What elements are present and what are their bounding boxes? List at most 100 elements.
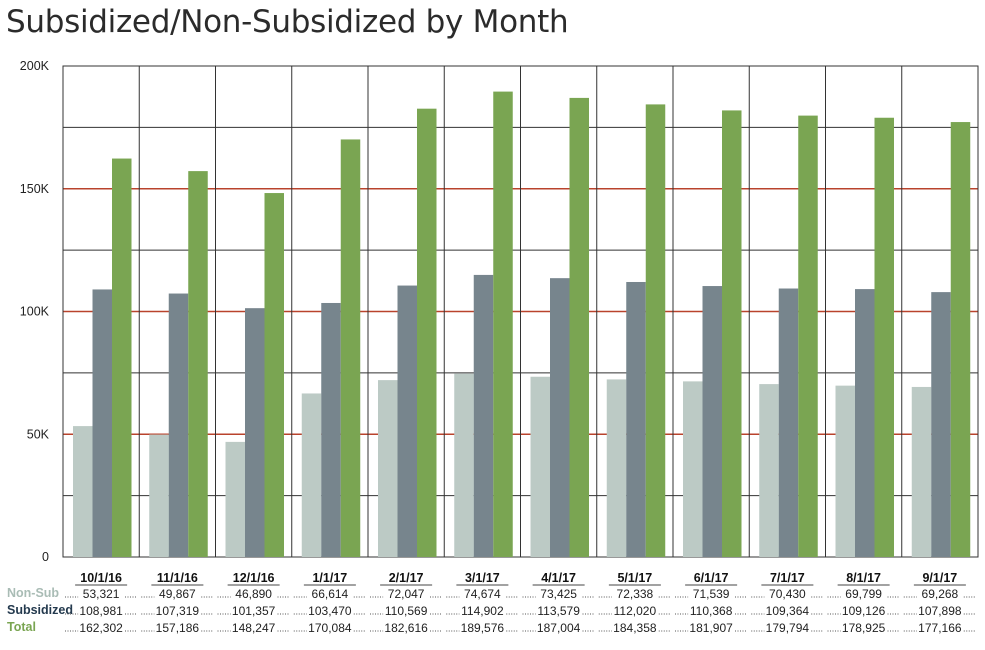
table-cell-value: 108,981 xyxy=(79,604,123,618)
table-cell-value: 109,364 xyxy=(766,604,810,618)
table-cell-bg xyxy=(688,620,735,634)
bar-nonsub xyxy=(378,380,398,557)
x-tick-label: 9/1/17 xyxy=(922,571,957,585)
table-cell-bg xyxy=(306,586,353,600)
bar-total xyxy=(188,171,208,557)
table-row-label-subsidized: Subsidized xyxy=(7,603,73,617)
x-tick-label: 5/1/17 xyxy=(617,571,652,585)
bar-nonsub xyxy=(683,381,703,557)
x-tick-label: 2/1/17 xyxy=(389,571,424,585)
table-cell-bg xyxy=(459,586,506,600)
bar-total xyxy=(340,139,361,557)
plot-border xyxy=(62,65,979,558)
x-tick-label: 10/1/16 xyxy=(80,571,122,585)
table-cell-value: 170,084 xyxy=(308,621,352,635)
table-row-label-total: Total xyxy=(7,620,36,634)
table-cell-bg xyxy=(840,586,887,600)
table-row-label-nonsub: Non-Sub xyxy=(7,586,59,600)
table-cell-bg xyxy=(306,603,353,617)
table-cell-bg xyxy=(230,603,277,617)
table-cell-value: 148,247 xyxy=(232,621,276,635)
chart-title: Subsidized/Non-Subsidized by Month xyxy=(6,4,569,40)
bar-subsidized xyxy=(397,285,417,557)
table-cell-bg xyxy=(611,586,658,600)
table-cell-bg xyxy=(383,586,430,600)
table-cell-value: 189,576 xyxy=(461,621,505,635)
table-cell-value: 69,268 xyxy=(922,587,959,601)
bar-total xyxy=(112,158,132,557)
table-cell-bg xyxy=(459,603,506,617)
table-cell-bg xyxy=(78,620,125,634)
table-cell-value: 184,358 xyxy=(613,621,657,635)
table-cell-value: 114,902 xyxy=(461,604,504,618)
table-cell-bg xyxy=(459,620,506,634)
bar-nonsub xyxy=(225,441,245,557)
table-cell-value: 49,867 xyxy=(159,587,196,601)
table-cell-value: 107,319 xyxy=(156,604,200,618)
bar-total xyxy=(645,104,666,557)
bar-total xyxy=(493,91,513,558)
bar-subsidized xyxy=(626,281,646,557)
x-tick-label: 3/1/17 xyxy=(465,571,500,585)
bar-subsidized xyxy=(245,308,265,557)
bar-subsidized xyxy=(473,274,494,557)
bar-nonsub xyxy=(73,426,93,557)
y-tick-label: 50K xyxy=(27,427,50,441)
bar-subsidized xyxy=(778,288,799,557)
table-cell-bg xyxy=(916,603,963,617)
table-cell-value: 72,338 xyxy=(617,587,654,601)
x-tick-label: 11/1/16 xyxy=(157,571,198,585)
table-cell-value: 73,425 xyxy=(540,587,577,601)
table-cell-bg xyxy=(154,620,201,634)
bar-subsidized xyxy=(550,278,570,557)
table-cell-bg xyxy=(230,586,277,600)
bar-nonsub xyxy=(606,379,627,557)
table-cell-value: 110,368 xyxy=(690,604,733,618)
bar-total xyxy=(264,193,284,557)
table-cell-bg xyxy=(611,603,658,617)
table-cell-value: 178,925 xyxy=(842,621,886,635)
bar-subsidized xyxy=(855,289,875,557)
table-cell-bg xyxy=(764,586,811,600)
y-tick-label: 100K xyxy=(20,305,50,319)
y-tick-label: 150K xyxy=(20,182,50,196)
bar-nonsub xyxy=(911,386,932,557)
table-cell-bg xyxy=(306,620,353,634)
table-cell-bg xyxy=(611,620,658,634)
table-cell-bg xyxy=(78,603,125,617)
bar-total xyxy=(874,117,894,557)
table-cell-bg xyxy=(688,603,735,617)
table-cell-value: 101,357 xyxy=(232,604,276,618)
bar-nonsub xyxy=(530,376,550,557)
x-tick-label: 1/1/17 xyxy=(312,571,347,585)
table-cell-bg xyxy=(688,586,735,600)
bar-nonsub xyxy=(835,385,855,557)
table-cell-value: 53,321 xyxy=(83,587,120,601)
table-cell-value: 113,579 xyxy=(537,604,580,618)
table-cell-bg xyxy=(916,620,963,634)
table-cell-value: 157,186 xyxy=(156,621,200,635)
table-cell-bg xyxy=(916,586,963,600)
bar-total xyxy=(950,122,971,558)
bar-nonsub xyxy=(759,384,779,557)
table-cell-value: 109,126 xyxy=(842,604,886,618)
table-cell-value: 66,614 xyxy=(312,587,349,601)
table-cell-bg xyxy=(154,603,201,617)
y-tick-label: 0 xyxy=(42,550,49,564)
bar-subsidized xyxy=(168,293,189,557)
table-cell-bg xyxy=(840,620,887,634)
table-cell-bg xyxy=(840,603,887,617)
table-cell-bg xyxy=(764,603,811,617)
table-cell-bg xyxy=(764,620,811,634)
table-cell-value: 74,674 xyxy=(464,587,501,601)
bar-subsidized xyxy=(92,289,112,557)
table-cell-value: 103,470 xyxy=(308,604,352,618)
table-cell-bg xyxy=(230,620,277,634)
x-tick-label: 7/1/17 xyxy=(770,571,805,585)
table-cell-bg xyxy=(383,603,430,617)
y-tick-label: 200K xyxy=(20,59,50,73)
table-cell-value: 177,166 xyxy=(918,621,962,635)
bar-total xyxy=(569,97,589,557)
x-tick-label: 8/1/17 xyxy=(846,571,881,585)
x-tick-label: 4/1/17 xyxy=(541,571,576,585)
